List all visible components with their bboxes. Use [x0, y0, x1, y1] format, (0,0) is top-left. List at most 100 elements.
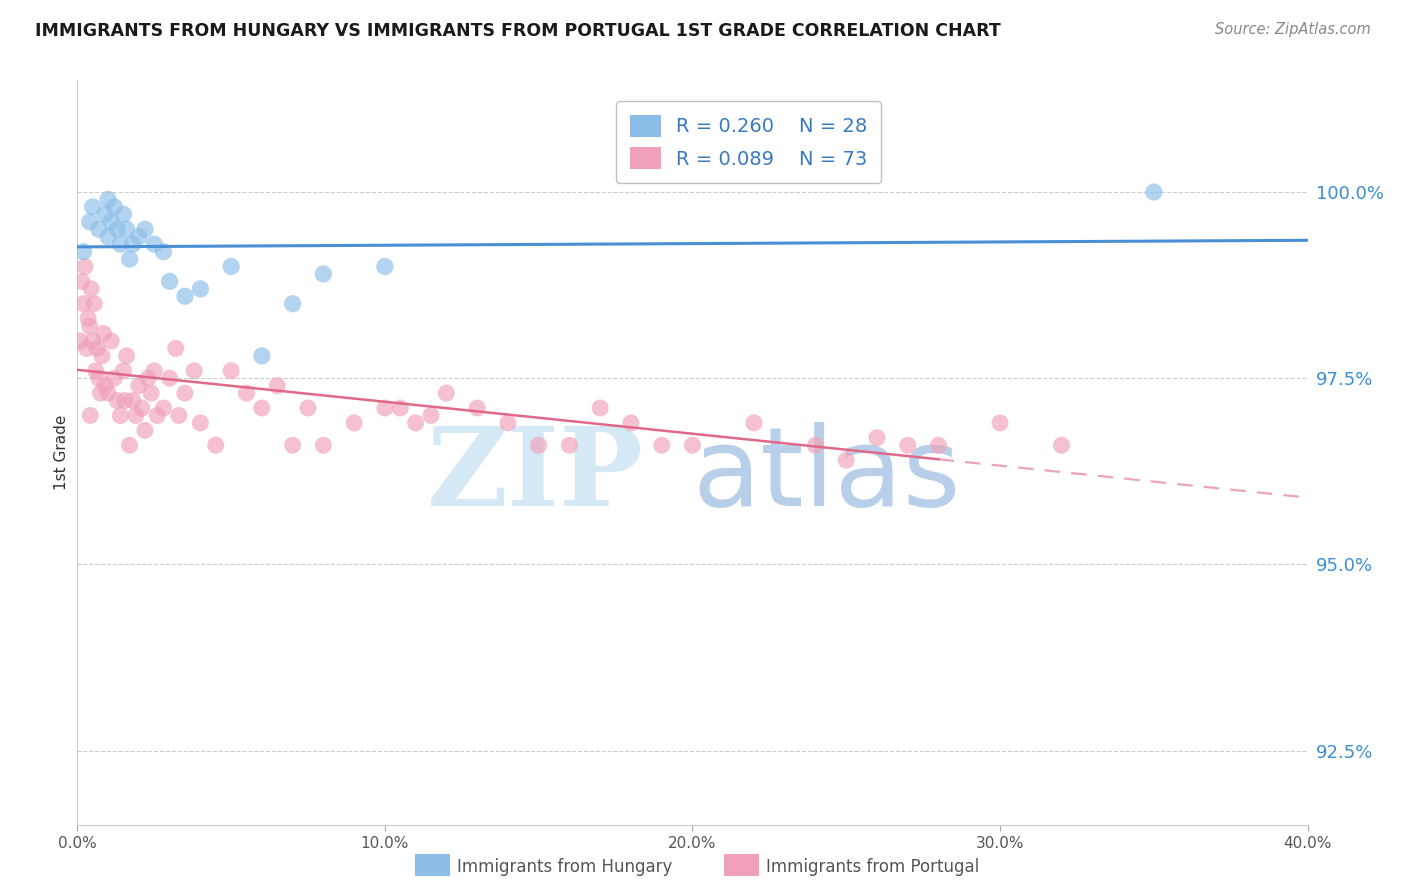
Point	[100, 334, 122, 348]
Point	[97, 229, 120, 244]
Point	[110, 237, 132, 252]
Point	[281, 297, 304, 311]
Point	[235, 386, 257, 401]
Text: IMMIGRANTS FROM HUNGARY VS IMMIGRANTS FROM PORTUGAL 1ST GRADE CORRELATION CHART: IMMIGRANTS FROM HUNGARY VS IMMIGRANTS FR…	[35, 22, 1001, 40]
Point	[250, 401, 273, 415]
Point	[167, 409, 190, 423]
Point	[183, 364, 205, 378]
Point	[118, 438, 141, 452]
Point	[143, 364, 166, 378]
Point	[897, 438, 920, 452]
Point	[121, 237, 143, 252]
Point	[866, 431, 889, 445]
Point	[115, 222, 138, 236]
Point	[73, 260, 96, 274]
Point	[190, 282, 212, 296]
Point	[312, 438, 335, 452]
Point	[125, 409, 148, 423]
Point	[79, 319, 101, 334]
Point	[121, 393, 143, 408]
Point	[80, 282, 103, 296]
Point	[146, 409, 169, 423]
Point	[804, 438, 827, 452]
Point	[112, 364, 135, 378]
Point	[374, 401, 396, 415]
Point	[389, 401, 412, 415]
Point	[90, 349, 114, 363]
Point	[89, 386, 111, 401]
Point	[405, 416, 427, 430]
Point	[174, 289, 197, 303]
Point	[204, 438, 226, 452]
Text: ZIP: ZIP	[426, 422, 644, 529]
Point	[527, 438, 550, 452]
Point	[115, 349, 138, 363]
Text: Source: ZipAtlas.com: Source: ZipAtlas.com	[1215, 22, 1371, 37]
Point	[1143, 185, 1166, 199]
Text: Immigrants from Hungary: Immigrants from Hungary	[457, 858, 672, 876]
Point	[165, 342, 187, 356]
Point	[496, 416, 519, 430]
Point	[219, 364, 242, 378]
Point	[374, 260, 396, 274]
Point	[79, 409, 101, 423]
Point	[103, 200, 125, 214]
Point	[297, 401, 319, 415]
Point	[136, 371, 159, 385]
Point	[152, 244, 174, 259]
Point	[250, 349, 273, 363]
Point	[103, 371, 125, 385]
Point	[82, 334, 104, 348]
Point	[131, 401, 153, 415]
Point	[128, 229, 150, 244]
Point	[72, 244, 94, 259]
Point	[110, 409, 132, 423]
Point	[219, 260, 242, 274]
Point	[190, 416, 212, 430]
Point	[742, 416, 765, 430]
Point	[79, 215, 101, 229]
Point	[436, 386, 458, 401]
Point	[128, 378, 150, 392]
Point	[114, 393, 136, 408]
Point	[94, 207, 117, 221]
Point	[465, 401, 488, 415]
Text: atlas: atlas	[693, 422, 960, 529]
Point	[343, 416, 366, 430]
Point	[988, 416, 1011, 430]
Point	[69, 334, 91, 348]
Point	[93, 326, 115, 341]
Point	[152, 401, 174, 415]
Point	[76, 342, 98, 356]
Point	[87, 222, 110, 236]
Point	[420, 409, 443, 423]
Point	[1050, 438, 1073, 452]
Point	[928, 438, 950, 452]
Point	[97, 193, 120, 207]
Text: Immigrants from Portugal: Immigrants from Portugal	[766, 858, 980, 876]
Point	[174, 386, 197, 401]
Legend: R = 0.260    N = 28, R = 0.089    N = 73: R = 0.260 N = 28, R = 0.089 N = 73	[616, 101, 882, 183]
Point	[835, 453, 858, 467]
Point	[72, 297, 94, 311]
Point	[82, 200, 104, 214]
Point	[105, 393, 128, 408]
Point	[141, 386, 163, 401]
Point	[159, 371, 181, 385]
Point	[87, 371, 110, 385]
Point	[281, 438, 304, 452]
Point	[651, 438, 673, 452]
Point	[312, 267, 335, 281]
Point	[118, 252, 141, 266]
Point	[134, 222, 156, 236]
Point	[682, 438, 704, 452]
Point	[558, 438, 581, 452]
Point	[620, 416, 643, 430]
Point	[77, 311, 100, 326]
Point	[134, 423, 156, 437]
Point	[112, 207, 135, 221]
Point	[100, 215, 122, 229]
Point	[83, 297, 105, 311]
Point	[105, 222, 128, 236]
Point	[86, 342, 108, 356]
